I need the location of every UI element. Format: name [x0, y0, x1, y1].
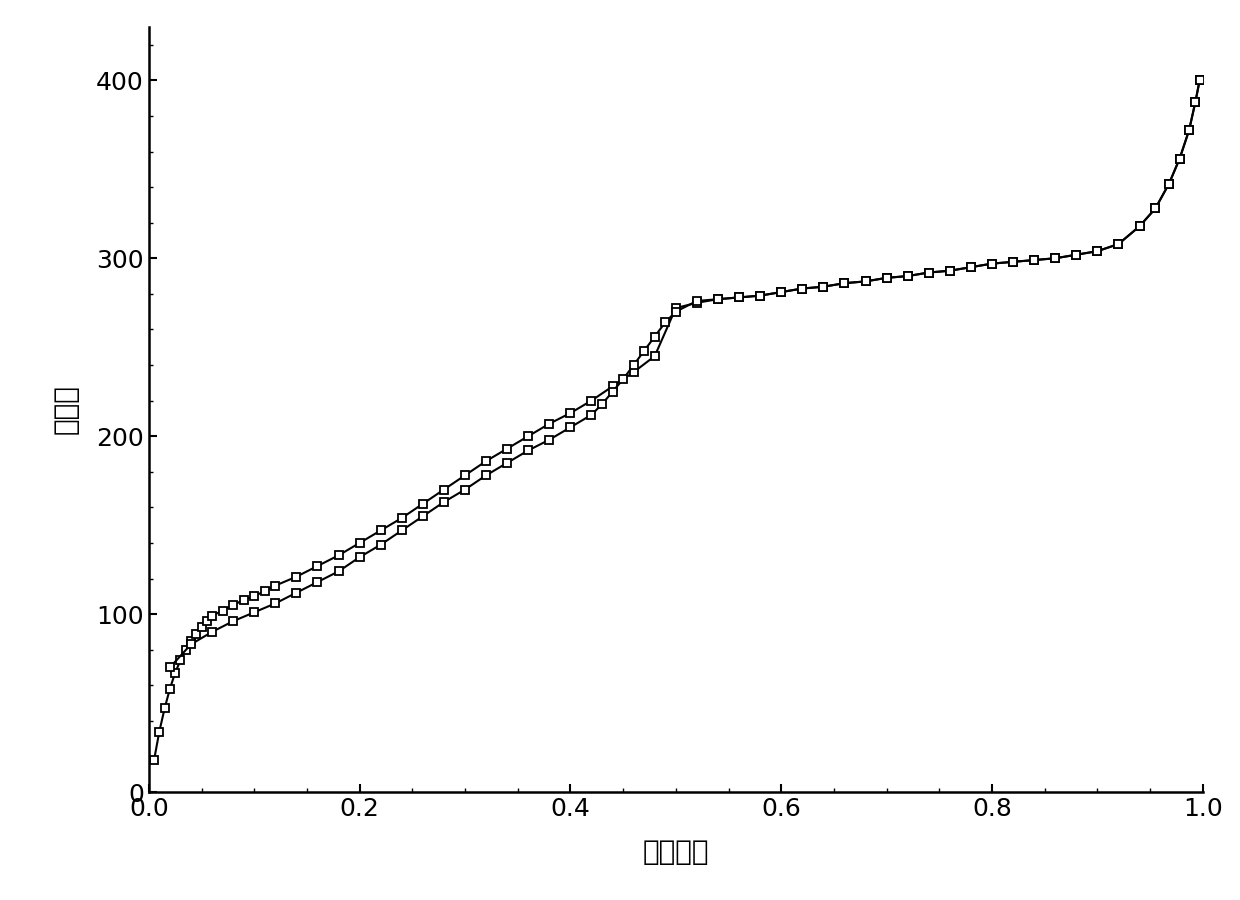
X-axis label: 相对压力: 相对压力: [642, 838, 709, 866]
Y-axis label: 吸附量: 吸附量: [52, 384, 79, 435]
